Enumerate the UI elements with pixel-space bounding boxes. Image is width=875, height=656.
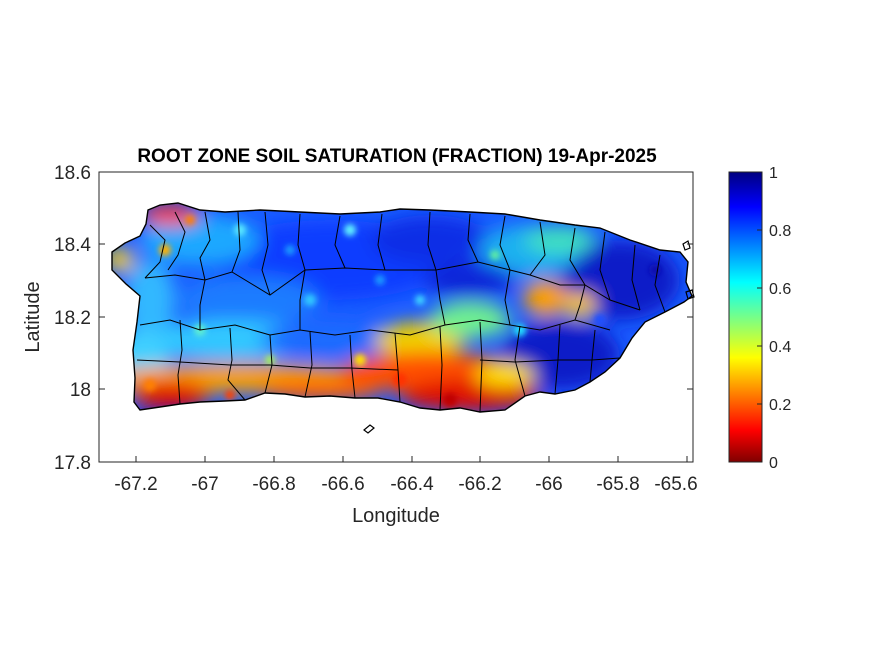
x-axis-label: Longitude (352, 505, 440, 527)
y-axis: 18.6 18.4 18.2 18 17.8 (54, 163, 693, 474)
offshore-islands (363, 240, 695, 434)
colorbar-tick-label: 1 (769, 165, 778, 182)
soil-saturation-field (112, 203, 692, 412)
colorbar-tick-label: 0.8 (769, 223, 791, 240)
colorbar: 1 0.8 0.6 0.4 0.2 0 (728, 165, 791, 472)
y-axis-label: Latitude (22, 281, 44, 352)
y-tick-label: 18.4 (54, 235, 91, 256)
x-tick-label: -66 (535, 474, 562, 495)
x-tick-label: -65.8 (596, 474, 639, 495)
x-tick-label: -66.2 (458, 474, 501, 495)
x-tick-label: -67.2 (114, 474, 157, 495)
municipality-boundaries (111, 202, 693, 413)
colorbar-tick-label: 0.2 (769, 397, 791, 414)
x-tick-label: -67 (191, 474, 218, 495)
y-tick-label: 18.2 (54, 308, 91, 329)
x-tick-label: -65.6 (654, 474, 697, 495)
x-tick-label: -66.8 (252, 474, 295, 495)
field-speckle (144, 215, 661, 407)
colorbar-gradient (728, 171, 763, 463)
x-axis: -67.2 -67 -66.8 -66.6 -66.4 -66.2 -66 -6… (114, 456, 698, 495)
chart-title: ROOT ZONE SOIL SATURATION (FRACTION) 19-… (137, 146, 657, 167)
y-tick-label: 17.8 (54, 453, 91, 474)
x-tick-label: -66.4 (390, 474, 434, 495)
colorbar-tick-label: 0.6 (769, 281, 791, 298)
colorbar-tick-label: 0.4 (769, 339, 791, 356)
x-tick-label: -66.6 (321, 474, 364, 495)
y-tick-label: 18.6 (54, 163, 91, 184)
y-tick-label: 18 (70, 380, 91, 401)
colorbar-tick-label: 0 (769, 455, 778, 472)
